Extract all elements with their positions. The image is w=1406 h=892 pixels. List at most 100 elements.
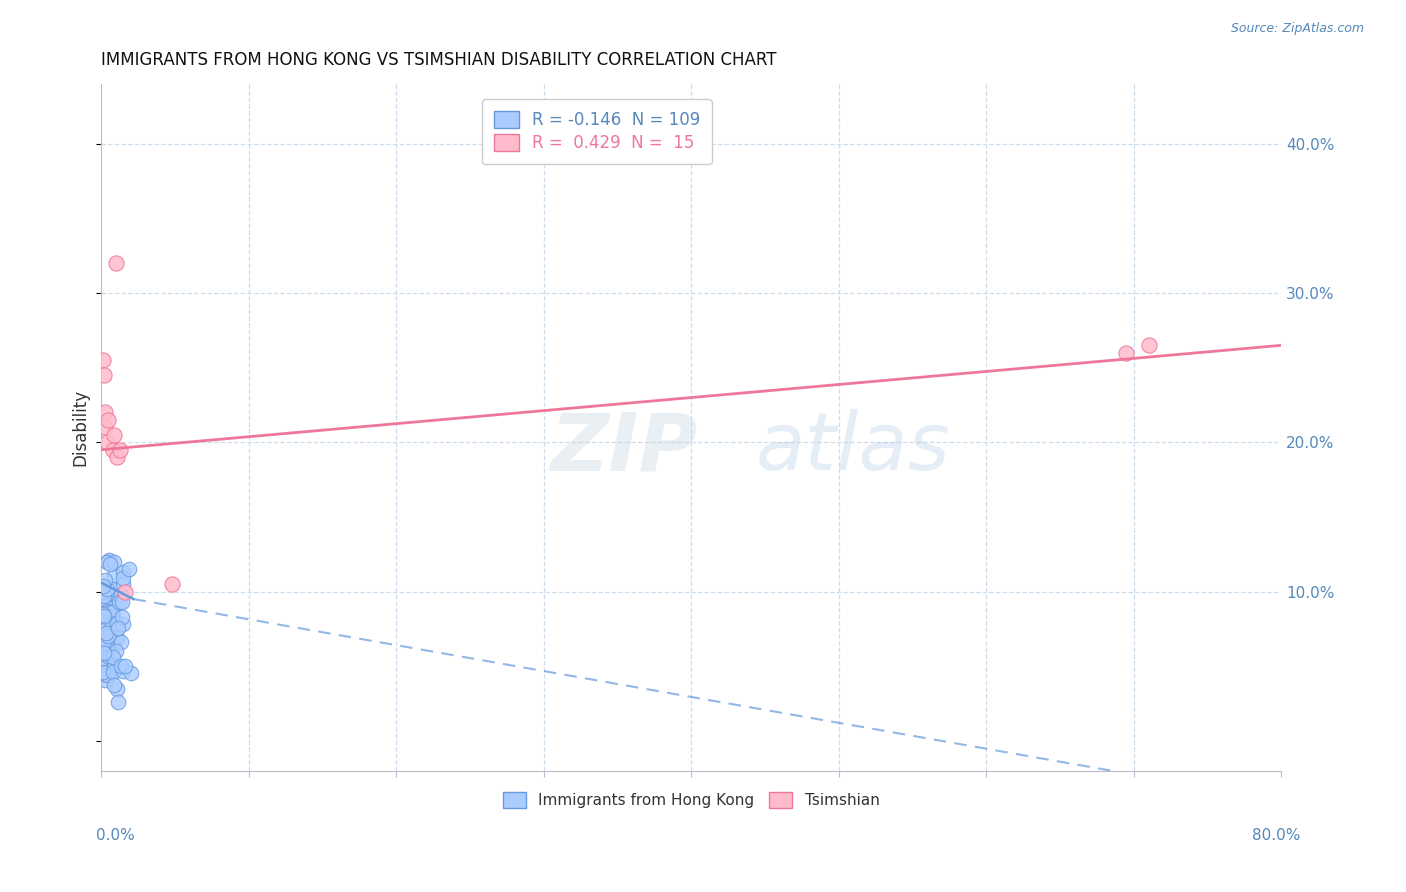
Point: [96, 608, 118, 623]
Point: [94, 420, 117, 434]
Point: [93, 625, 115, 640]
Point: [96, 604, 118, 618]
Point: [98, 632, 121, 646]
Point: [93, 666, 115, 681]
Point: [101, 649, 124, 664]
Point: [93, 628, 115, 642]
Point: [97, 629, 120, 643]
Text: 0.0%: 0.0%: [96, 828, 135, 843]
Point: [160, 577, 183, 591]
Point: [97, 648, 120, 663]
Point: [101, 582, 124, 597]
Point: [103, 555, 125, 569]
Point: [97, 657, 120, 672]
Point: [101, 442, 124, 457]
Point: [111, 610, 134, 624]
Point: [91, 607, 114, 621]
Point: [97, 602, 120, 616]
Point: [105, 450, 128, 465]
Point: [93, 622, 115, 636]
Legend: Immigrants from Hong Kong, Tsimshian: Immigrants from Hong Kong, Tsimshian: [496, 787, 886, 814]
Point: [98, 632, 121, 647]
Point: [93, 612, 115, 626]
Point: [1137, 338, 1160, 352]
Point: [91, 618, 114, 632]
Point: [91, 579, 114, 593]
Point: [96, 590, 118, 604]
Point: [93, 634, 115, 648]
Point: [94, 598, 117, 612]
Point: [93, 608, 115, 623]
Point: [94, 405, 117, 419]
Point: [91, 645, 114, 659]
Point: [105, 615, 128, 630]
Point: [107, 695, 129, 709]
Point: [111, 565, 134, 579]
Point: [101, 665, 124, 679]
Point: [91, 665, 114, 680]
Text: 80.0%: 80.0%: [1253, 828, 1301, 843]
Point: [91, 613, 114, 627]
Point: [96, 631, 118, 645]
Point: [93, 646, 115, 660]
Point: [103, 658, 125, 673]
Point: [94, 625, 117, 640]
Point: [94, 590, 117, 604]
Point: [97, 413, 120, 427]
Point: [101, 617, 124, 632]
Point: [96, 627, 118, 641]
Point: [105, 644, 128, 658]
Point: [91, 353, 114, 368]
Point: [104, 632, 127, 646]
Point: [93, 601, 115, 615]
Point: [112, 616, 135, 631]
Point: [94, 639, 117, 653]
Point: [103, 611, 125, 625]
Text: ZIP: ZIP: [550, 409, 697, 487]
Point: [96, 634, 118, 648]
Point: [94, 673, 117, 688]
Point: [1115, 345, 1137, 359]
Point: [100, 644, 122, 658]
Point: [96, 631, 118, 645]
Point: [114, 584, 136, 599]
Point: [98, 668, 121, 682]
Point: [98, 557, 121, 571]
Point: [93, 599, 115, 613]
Point: [110, 588, 132, 602]
Point: [112, 572, 135, 586]
Point: [91, 624, 114, 638]
Point: [105, 631, 128, 645]
Point: [107, 621, 129, 635]
Point: [104, 256, 127, 270]
Point: [101, 605, 124, 619]
Point: [91, 582, 114, 597]
Point: [101, 605, 124, 619]
Point: [112, 577, 135, 591]
Text: IMMIGRANTS FROM HONG KONG VS TSIMSHIAN DISABILITY CORRELATION CHART: IMMIGRANTS FROM HONG KONG VS TSIMSHIAN D…: [101, 51, 776, 69]
Point: [94, 573, 117, 587]
Point: [93, 632, 115, 647]
Point: [94, 637, 117, 651]
Point: [96, 624, 118, 639]
Point: [94, 636, 117, 650]
Point: [94, 599, 117, 613]
Point: [97, 620, 120, 634]
Point: [110, 442, 132, 457]
Point: [120, 666, 142, 681]
Point: [112, 665, 135, 679]
Point: [94, 625, 117, 640]
Point: [96, 637, 118, 651]
Point: [98, 646, 121, 660]
Text: Source: ZipAtlas.com: Source: ZipAtlas.com: [1230, 22, 1364, 36]
Point: [91, 637, 114, 651]
Point: [94, 626, 117, 640]
Point: [97, 606, 120, 620]
Point: [114, 659, 136, 673]
Point: [91, 650, 114, 665]
Point: [91, 624, 114, 638]
Point: [96, 582, 118, 596]
Point: [97, 640, 120, 654]
Point: [118, 562, 141, 576]
Point: [96, 555, 118, 569]
